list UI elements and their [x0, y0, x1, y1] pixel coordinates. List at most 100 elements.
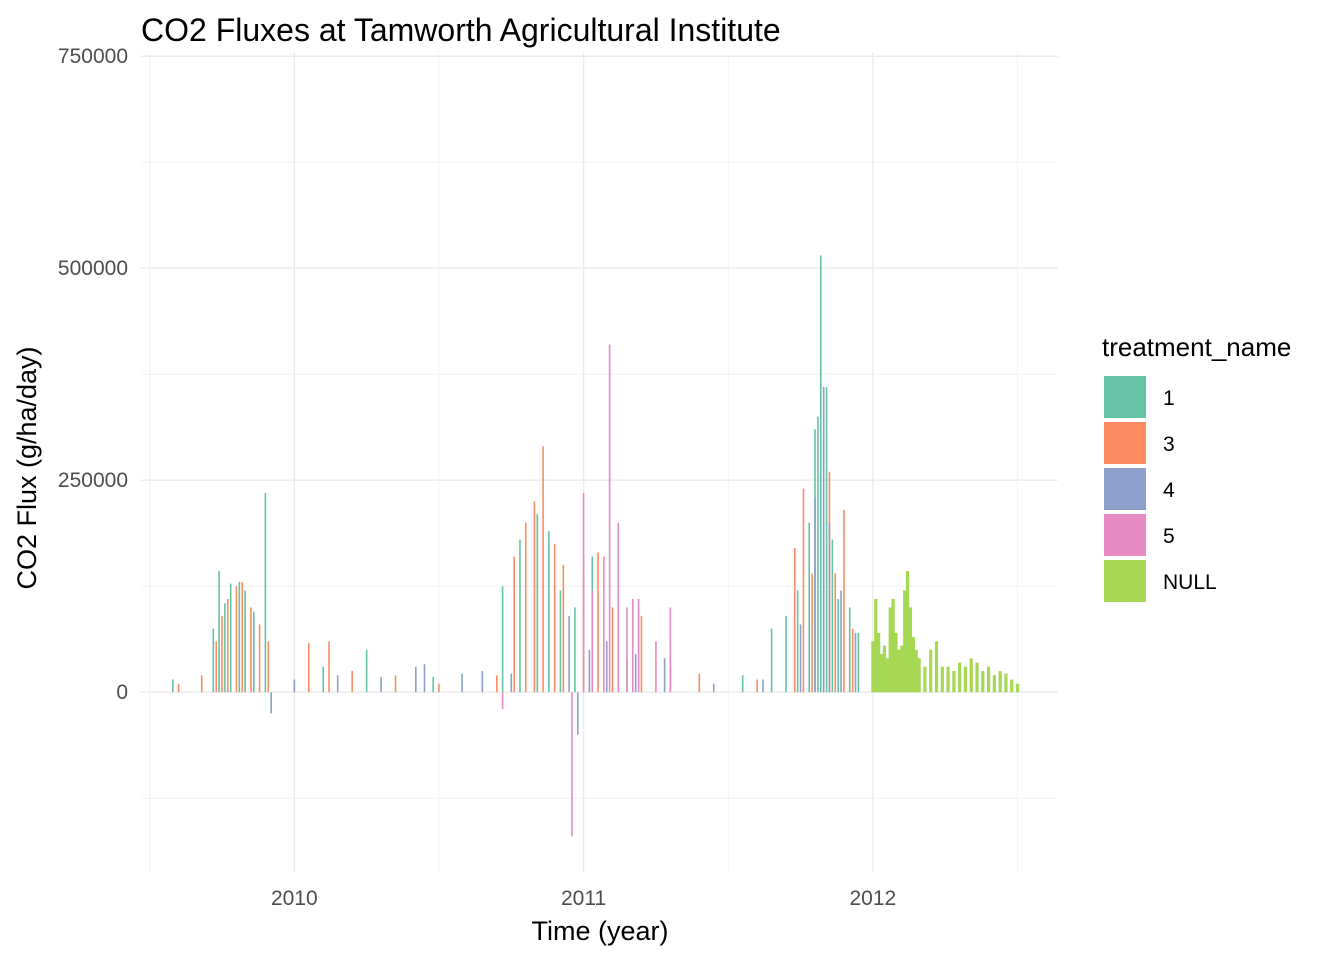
bar-series-3 — [793, 548, 796, 693]
bar-series-4 — [799, 624, 802, 693]
bar-series-1 — [825, 386, 828, 693]
bar-series-3 — [843, 509, 845, 693]
bar-series-1 — [244, 590, 246, 693]
bar-series-1 — [519, 539, 521, 693]
bar-series-3 — [307, 643, 310, 693]
legend-label-NULL: NULL — [1163, 571, 1217, 594]
bar-series-1 — [229, 583, 232, 693]
bar-series-5 — [603, 556, 605, 693]
bar-series-NULL — [986, 666, 991, 693]
legend-swatch-5 — [1104, 514, 1146, 556]
bar-series-3 — [496, 675, 498, 693]
bar-series-4 — [510, 673, 513, 693]
bar-series-NULL — [975, 662, 979, 693]
x-axis-title: Time (year) — [531, 916, 668, 946]
bar-series-NULL — [891, 598, 895, 693]
bar-series-3 — [513, 556, 515, 693]
bar-series-1 — [224, 603, 226, 693]
bar-series-NULL — [894, 632, 898, 693]
bar-series-1 — [831, 539, 834, 693]
legend-label-5: 5 — [1163, 525, 1175, 548]
y-tick-label: 250000 — [58, 469, 128, 492]
bar-series-1 — [848, 607, 851, 693]
bar-series-3 — [215, 641, 218, 693]
bar-series-NULL — [1015, 683, 1020, 693]
legend-swatch-3 — [1104, 422, 1146, 464]
bar-series-3 — [640, 615, 643, 693]
bar-series-NULL — [1004, 673, 1008, 693]
bar-series-5 — [637, 598, 640, 693]
bar-series-4 — [854, 632, 857, 693]
bar-series-4 — [461, 673, 463, 693]
bar-series-NULL — [929, 649, 933, 693]
bar-series-5 — [591, 590, 594, 693]
bar-series-5 — [617, 522, 620, 693]
legend: treatment_name 1 3 4 5 NULL — [1102, 332, 1291, 602]
bar-series-3 — [235, 586, 238, 693]
bar-series-NULL — [908, 607, 913, 693]
bar-series-3 — [756, 679, 758, 693]
y-tick-label: 500000 — [58, 257, 128, 280]
bar-series-NULL — [885, 658, 889, 693]
bar-series-3 — [597, 552, 599, 693]
bar-series-3 — [811, 573, 813, 693]
bar-series-3 — [698, 673, 701, 693]
bar-series-3 — [834, 573, 837, 693]
bar-series-NULL — [903, 590, 907, 693]
y-axis-title: CO2 Flux (g/ha/day) — [12, 346, 42, 589]
bar-series-4 — [822, 386, 825, 693]
bar-series-4 — [293, 679, 296, 693]
bar-series-1 — [559, 590, 562, 693]
bar-series-5 — [626, 607, 628, 693]
bar-series-1 — [548, 531, 550, 693]
bar-series-5 — [608, 344, 611, 693]
legend-swatch-4 — [1104, 468, 1146, 510]
bar-series-1 — [796, 590, 799, 693]
bar-series-3 — [394, 675, 397, 693]
bar-series-4 — [840, 590, 842, 693]
bar-series-1 — [785, 615, 787, 693]
bar-series-1 — [574, 607, 576, 693]
bar-series-1 — [365, 649, 368, 693]
bar-series-1 — [322, 666, 325, 693]
bar-series-NULL — [877, 632, 881, 693]
bar-series-NULL — [940, 666, 944, 693]
bar-series-4 — [588, 649, 591, 693]
bar-series-4 — [762, 679, 764, 693]
bar-series-3 — [250, 607, 252, 693]
bar-series-1 — [253, 611, 255, 693]
bar-series-3 — [851, 628, 854, 693]
bar-series-5 — [655, 641, 657, 693]
bar-series-3 — [177, 683, 180, 693]
bar-series-1 — [837, 598, 839, 693]
bar-series-NULL — [888, 607, 892, 693]
legend-swatch-1 — [1104, 376, 1146, 418]
chart-title: CO2 Fluxes at Tamworth Agricultural Inst… — [141, 12, 781, 48]
x-tick-label: 2011 — [561, 887, 606, 910]
bar-series-NULL — [879, 654, 884, 693]
bar-series-NULL — [923, 666, 927, 693]
y-axis-ticks: 0 250000 500000 750000 — [58, 45, 128, 704]
bar-series-1 — [770, 628, 773, 693]
bar-series-NULL — [911, 637, 915, 693]
bar-series-NULL — [952, 671, 956, 693]
bar-series-1 — [264, 492, 267, 693]
bar-series-3 — [553, 543, 556, 693]
legend-label-1: 1 — [1163, 387, 1175, 410]
x-axis-ticks: 2010 2011 2012 — [271, 887, 896, 910]
bar-series-NULL — [1010, 679, 1014, 693]
bar-series-NULL — [998, 671, 1002, 693]
legend-swatch-NULL — [1104, 560, 1146, 602]
bar-series-4 — [663, 658, 666, 693]
bar-series-4 — [634, 654, 637, 693]
bar-series-4 — [481, 671, 484, 693]
bar-series-3 — [802, 488, 805, 693]
bar-series-1 — [172, 679, 174, 693]
bar-series-4 — [814, 497, 816, 693]
bar-series-1 — [857, 632, 860, 693]
bar-series-NULL — [900, 645, 904, 693]
bar-series-3 — [226, 598, 229, 693]
bar-series-NULL — [992, 675, 996, 693]
bar-series-1 — [238, 581, 241, 693]
bar-series-NULL — [946, 666, 950, 693]
